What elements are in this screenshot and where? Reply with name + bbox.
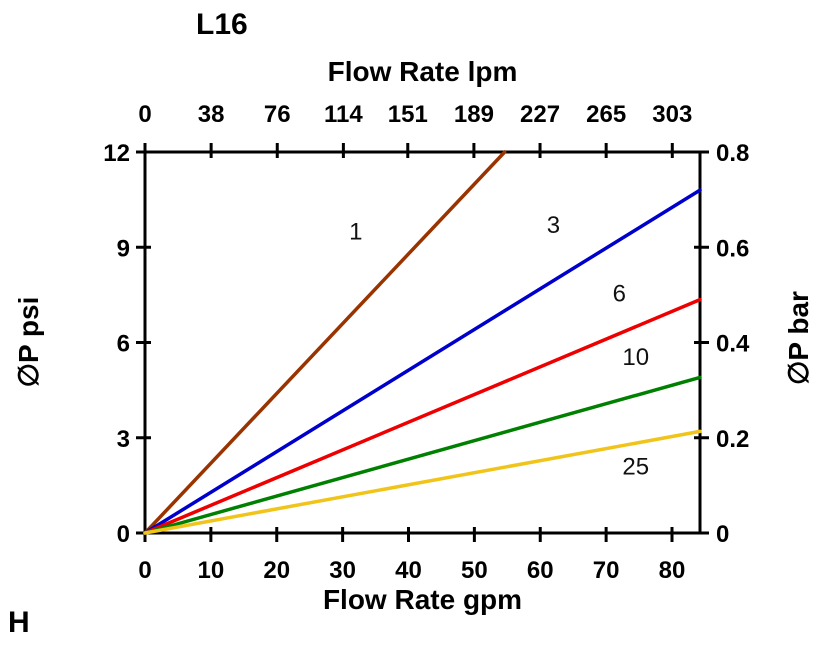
series-label-25: 25 — [622, 453, 649, 480]
series-label-6: 6 — [613, 280, 626, 307]
right-axis-title: ∅P bar — [783, 291, 814, 385]
y-left-tick-label: 12 — [103, 140, 130, 167]
plot-frame — [143, 150, 702, 535]
series-line-6 — [143, 297, 702, 535]
x-top-tick-label: 38 — [198, 101, 225, 128]
y-right-tick-label: 0.6 — [716, 235, 749, 262]
x-bottom-tick-label: 60 — [527, 557, 554, 584]
x-bottom-tick-label: 10 — [198, 557, 225, 584]
x-bottom-tick-label: 30 — [329, 557, 356, 584]
corner-label: H — [8, 606, 30, 639]
series-line-1 — [143, 150, 507, 535]
y-right-tick-label: 0.8 — [716, 140, 749, 167]
x-top-tick-label: 303 — [652, 101, 692, 128]
y-right-tick-label: 0.2 — [716, 426, 749, 453]
x-bottom-tick-label: 80 — [659, 557, 686, 584]
series-line-10 — [143, 375, 702, 535]
y-right-tick-label: 0.4 — [716, 331, 750, 358]
x-top-tick-label: 114 — [324, 101, 363, 128]
bottom-axis-title: Flow Rate gpm — [322, 584, 523, 615]
x-bottom-tick-label: 40 — [395, 557, 422, 584]
x-bottom-tick-label: 20 — [263, 557, 290, 584]
y-left-tick-label: 6 — [117, 331, 130, 358]
series-line-25 — [143, 429, 702, 535]
series-label-3: 3 — [547, 212, 560, 239]
x-bottom-tick-label: 50 — [461, 557, 488, 584]
x-top-tick-label: 0 — [138, 101, 151, 128]
series-label-10: 10 — [622, 344, 649, 371]
left-axis-title: ∅P psi — [13, 296, 44, 388]
x-bottom-tick-label: 70 — [593, 557, 620, 584]
top-axis-title: Flow Rate lpm — [327, 56, 518, 87]
x-top-tick-label: 151 — [388, 101, 428, 128]
chart-title: L16 — [196, 8, 248, 41]
y-left-tick-label: 9 — [117, 235, 130, 262]
y-left-tick-label: 0 — [117, 521, 130, 548]
x-top-tick-label: 265 — [586, 101, 626, 128]
series-line-3 — [143, 188, 702, 535]
x-bottom-tick-label: 0 — [138, 557, 151, 584]
x-top-tick-label: 189 — [454, 101, 494, 128]
x-top-tick-label: 76 — [264, 101, 291, 128]
y-left-tick-label: 3 — [117, 426, 130, 453]
x-top-tick-label: 227 — [520, 101, 560, 128]
y-right-tick-label: 0 — [716, 521, 729, 548]
series-label-1: 1 — [349, 218, 362, 245]
